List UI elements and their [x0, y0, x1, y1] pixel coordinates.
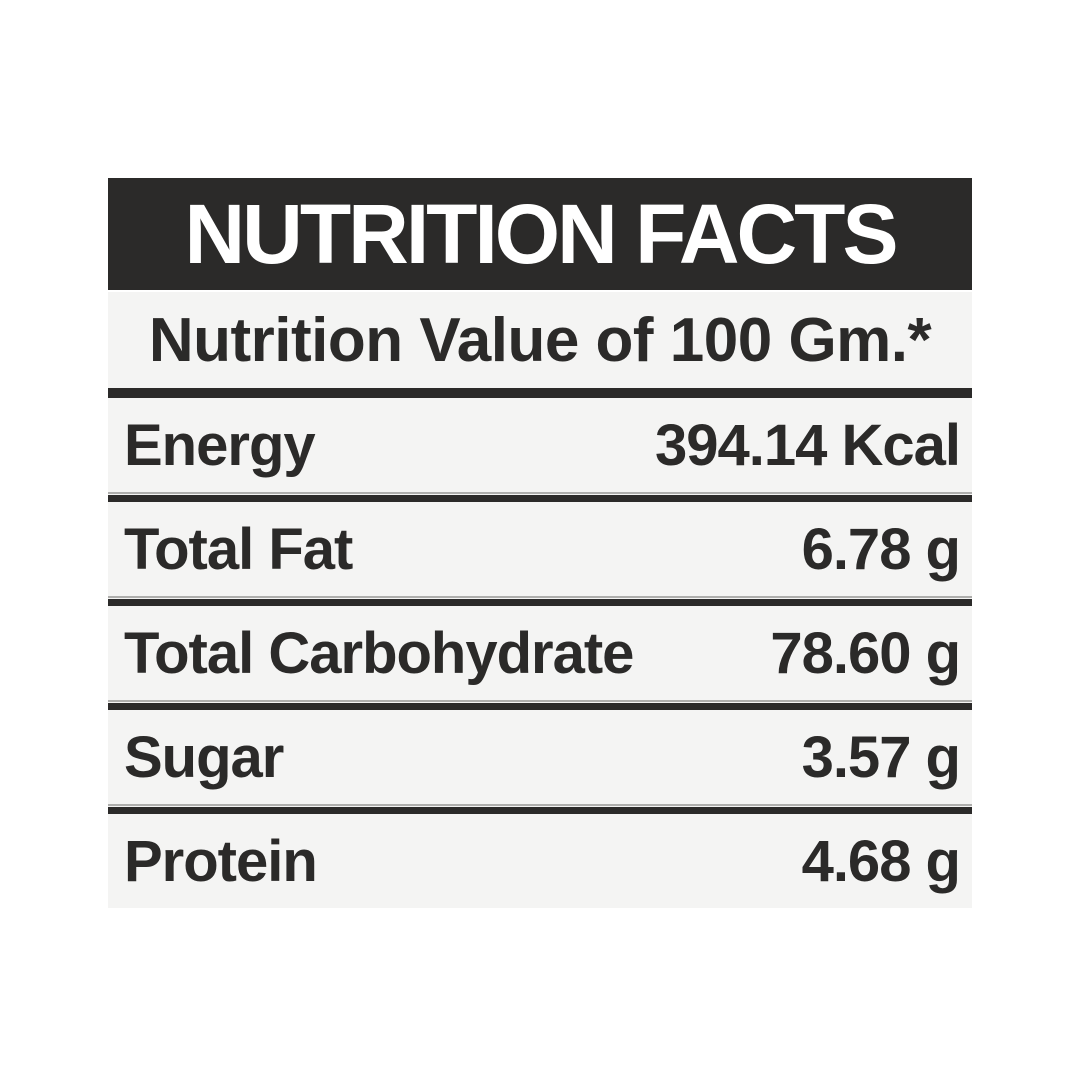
serving-size-text: Nutrition Value of 100 Gm.*	[148, 305, 932, 375]
label-title: NUTRITION FACTS	[184, 186, 899, 281]
nutrient-name: Total Carbohydrate	[124, 620, 634, 686]
nutrient-name: Total Fat	[124, 516, 353, 582]
nutrient-value: 4.68 g	[801, 828, 961, 894]
nutrient-value: 394.14 Kcal	[654, 412, 961, 478]
nutrient-row-energy: Energy 394.14 Kcal	[108, 398, 972, 492]
rule-divider	[108, 596, 972, 606]
rule-divider	[108, 700, 972, 710]
nutrition-facts-label: NUTRITION FACTS Nutrition Value of 100 G…	[108, 178, 972, 908]
rule-divider	[108, 804, 972, 814]
nutrient-name: Energy	[124, 412, 316, 478]
nutrient-row-sugar: Sugar 3.57 g	[108, 710, 972, 804]
nutrient-row-protein: Protein 4.68 g	[108, 814, 972, 908]
nutrient-name: Protein	[124, 828, 318, 894]
label-title-bar: NUTRITION FACTS	[108, 178, 972, 290]
nutrient-value: 78.60 g	[770, 620, 961, 686]
nutrient-row-total-carbohydrate: Total Carbohydrate 78.60 g	[108, 606, 972, 700]
rule-divider	[108, 388, 972, 398]
nutrient-value: 6.78 g	[801, 516, 961, 582]
nutrient-row-total-fat: Total Fat 6.78 g	[108, 502, 972, 596]
nutrient-name: Sugar	[124, 724, 284, 790]
rule-divider	[108, 492, 972, 502]
serving-size-row: Nutrition Value of 100 Gm.*	[108, 292, 972, 388]
nutrient-value: 3.57 g	[801, 724, 961, 790]
